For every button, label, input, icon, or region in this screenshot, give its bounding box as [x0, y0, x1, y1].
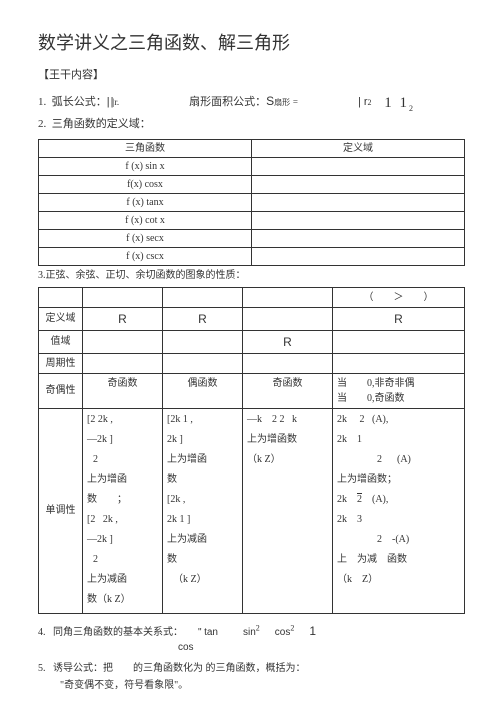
- row-mono-label: 单调性: [39, 408, 83, 613]
- domain-table: 三角函数 定义域 f (x) sin x f(x) cosx f (x) tan…: [38, 139, 465, 266]
- caption-3: 3.正弦、余弦、正切、余切函数的图象的性质：: [38, 268, 465, 283]
- section-label: 【王干内容】: [38, 67, 465, 84]
- table-row: f (x) secx: [39, 229, 252, 247]
- mono-cell-1: [2 2k , —2k ] 2 上为增函 数 ； [2 2k , —2k ] 2…: [83, 408, 163, 613]
- table-row: f (x) tanx: [39, 193, 252, 211]
- note-4: 4. 同角三角函数的基本关系式： " tan sin2 cos2 1 cos: [38, 622, 465, 655]
- row-parity-label: 奇偶性: [39, 373, 83, 408]
- row-period-label: 周期性: [39, 353, 83, 373]
- mono-cell-4: 2k 2 (A), 2k 1 2 (A) 上为增函数； 2k 2 (A), 2k…: [333, 408, 465, 613]
- note-5: 5. 诱导公式：把 的三角函数化为 的三角函数，概括为：: [38, 661, 465, 676]
- formula-line-2: 2. 三角函数的定义域：: [38, 116, 465, 133]
- mono-cell-2: [2k 1 , 2k ] 上为增函 数 [2k , 2k 1 ] 上为减函 数 …: [163, 408, 243, 613]
- top-right-fragment: 1 12: [384, 92, 415, 115]
- table-row: f (x) cscx: [39, 247, 252, 265]
- properties-table: （ ＞ ） 定义域 R R R 值域 R 周期性 奇偶性 奇函数 偶函数 奇函数…: [38, 287, 465, 614]
- table1-header-domain: 定义域: [252, 139, 465, 157]
- page-title: 数学讲义之三角函数、解三角形: [38, 30, 465, 57]
- row-domain-label: 定义域: [39, 307, 83, 330]
- row-range-label: 值域: [39, 330, 83, 353]
- table1-header-func: 三角函数: [39, 139, 252, 157]
- table-row: f (x) sin x: [39, 157, 252, 175]
- table-row: f(x) cosx: [39, 175, 252, 193]
- table-row: f (x) cot x: [39, 211, 252, 229]
- table2-header-5: （ ＞ ）: [333, 287, 465, 307]
- mono-cell-3: —k 2 2 k 上为增函数 （k Z）: [243, 408, 333, 613]
- quote: "奇变偶不变，符号看象限"。: [60, 678, 465, 693]
